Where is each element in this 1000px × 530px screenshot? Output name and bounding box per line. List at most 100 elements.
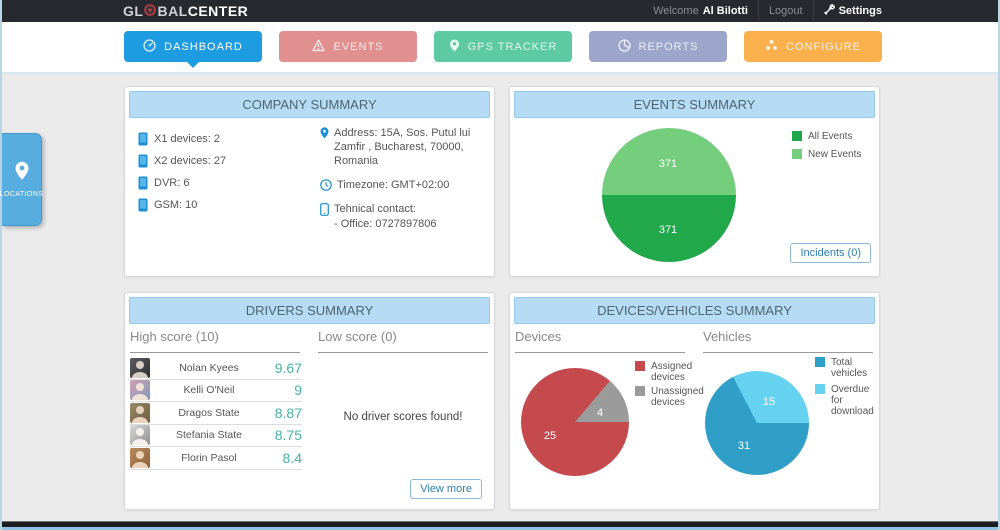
devices-vehicles-summary-panel: DEVICES/VEHICLES SUMMARY Devices Vehicle… — [509, 292, 880, 510]
driver-score: 9.67 — [274, 359, 302, 376]
pie-slice-value: 25 — [543, 430, 557, 442]
legend-label: Total vehicles — [831, 357, 868, 379]
nav-tabs: DASHBOARD EVENTS GPS TRACKER REPORTS — [124, 31, 882, 68]
company-address: Address: 15A, Sos. Putul lui Zamfir , Bu… — [320, 126, 494, 168]
logout-link[interactable]: Logout — [768, 5, 803, 17]
devices-vehicles-title: DEVICES/VEHICLES SUMMARY — [514, 297, 875, 324]
cluster-icon — [765, 39, 778, 54]
devices-heading: Devices — [515, 329, 685, 353]
incidents-button[interactable]: Incidents (0) — [790, 243, 871, 263]
company-contact-block: Address: 15A, Sos. Putul lui Zamfir , Bu… — [320, 126, 494, 230]
driver-row[interactable]: Florin Pasol 8.4 — [130, 447, 302, 470]
topbar-user-area: Welcome Al Bilotti Logout Settings — [653, 0, 882, 22]
driver-avatar — [130, 447, 150, 468]
legend-label: Assigned devices — [651, 361, 693, 383]
driver-score: 8.4 — [282, 449, 302, 466]
pie-slice-value: 4 — [596, 407, 604, 419]
driver-name: Kelli O'Neil — [183, 384, 235, 397]
vehicles-heading: Vehicles — [703, 329, 873, 353]
map-pin-icon — [449, 39, 460, 55]
drivers-summary-title: DRIVERS SUMMARY — [129, 297, 490, 324]
high-score-heading: High score (10) — [130, 329, 300, 353]
company-timezone: Timezone: GMT+02:00 — [320, 178, 494, 192]
driver-score: 9 — [294, 382, 302, 399]
company-device-count: X1 devices: 2 — [138, 132, 220, 146]
pie-slice-value: 371 — [658, 158, 678, 170]
tab-gps-tracker[interactable]: GPS TRACKER — [434, 31, 572, 62]
phone-icon — [138, 176, 148, 190]
legend-swatch — [792, 149, 802, 159]
company-device-count: GSM: 10 — [138, 198, 197, 212]
driver-row[interactable]: Nolan Kyees 9.67 — [130, 357, 302, 380]
locations-side-tab[interactable]: LOCATIONS — [0, 133, 43, 226]
devices-pie-chart — [521, 368, 629, 476]
tab-configure[interactable]: CONFIGURE — [744, 31, 882, 62]
pie-slice-value: 371 — [658, 224, 678, 236]
tab-label: GPS TRACKER — [467, 40, 558, 53]
legend-label: New Events — [808, 149, 862, 160]
company-summary-title: COMPANY SUMMARY — [129, 91, 490, 118]
gauge-icon — [143, 38, 156, 55]
driver-name: Florin Pasol — [181, 451, 237, 464]
top-bar: GL BAL CENTER Welcome Al Bilotti Logout … — [2, 0, 998, 22]
phone-icon — [138, 198, 148, 212]
tab-reports[interactable]: REPORTS — [589, 31, 727, 62]
phone-icon — [138, 154, 148, 168]
legend-swatch — [815, 357, 825, 367]
events-pie-chart — [602, 128, 736, 262]
map-pin-icon — [320, 127, 329, 139]
warning-triangle-icon — [312, 39, 326, 55]
driver-row[interactable]: Stefania State 8.75 — [130, 425, 302, 447]
legend-item-all-events[interactable]: All Events — [792, 131, 852, 142]
legend-item-overdue-download[interactable]: Overdue for download — [815, 384, 874, 417]
tab-dashboard[interactable]: DASHBOARD — [124, 31, 262, 68]
tab-label: REPORTS — [638, 40, 699, 53]
driver-avatar — [130, 402, 150, 423]
tab-label: CONFIGURE — [786, 40, 861, 53]
driver-name: Nolan Kyees — [179, 361, 239, 374]
tab-label: DASHBOARD — [164, 40, 243, 53]
mobile-icon — [320, 203, 329, 216]
driver-score: 8.87 — [274, 404, 302, 421]
pie-slice-value: 31 — [737, 440, 751, 452]
view-more-button[interactable]: View more — [410, 479, 482, 499]
legend-swatch — [792, 131, 802, 141]
legend-swatch — [815, 384, 825, 394]
legend-label: Unassigned devices — [651, 386, 704, 408]
main-nav: DASHBOARD EVENTS GPS TRACKER REPORTS — [2, 22, 998, 74]
legend-item-assigned-devices[interactable]: Assigned devices — [635, 361, 697, 383]
user-name: Al Bilotti — [702, 5, 748, 17]
driver-row[interactable]: Kelli O'Neil 9 — [130, 380, 302, 402]
tab-label: EVENTS — [333, 40, 384, 53]
driver-avatar — [130, 357, 150, 378]
vehicles-pie-chart — [705, 371, 809, 475]
tab-events[interactable]: EVENTS — [279, 31, 417, 62]
logo-target-icon — [144, 3, 157, 19]
pie-slice-value: 15 — [762, 396, 776, 408]
pie-chart-icon — [617, 38, 631, 55]
driver-avatar — [130, 425, 150, 446]
wrench-icon — [823, 4, 835, 18]
settings-label: Settings — [838, 5, 882, 17]
legend-item-new-events[interactable]: New Events — [792, 149, 861, 160]
company-summary-panel: COMPANY SUMMARY X1 devices: 2 X2 devices… — [124, 86, 495, 277]
logo-text-bal: BAL — [157, 3, 188, 19]
logo-text-gl: GL — [123, 3, 144, 19]
high-score-list: Nolan Kyees 9.67 Kelli O'Neil 9 Dragos S… — [130, 357, 302, 470]
driver-row[interactable]: Dragos State 8.87 — [130, 402, 302, 425]
divider — [757, 0, 759, 22]
legend-item-total-vehicles[interactable]: Total vehicles — [815, 357, 873, 379]
legend-label: All Events — [808, 131, 853, 142]
logo-text-center: CENTER — [187, 3, 249, 19]
events-summary-panel: EVENTS SUMMARY 371 371 All Events New Ev… — [509, 86, 880, 277]
location-pin-icon — [14, 161, 30, 186]
window-bottom-edge — [2, 521, 998, 530]
phone-icon — [138, 132, 148, 146]
divider — [812, 0, 814, 22]
settings-link[interactable]: Settings — [823, 4, 882, 18]
events-summary-title: EVENTS SUMMARY — [514, 91, 875, 118]
company-device-count: DVR: 6 — [138, 176, 189, 190]
legend-item-unassigned-devices[interactable]: Unassigned devices — [635, 386, 704, 408]
clock-icon — [320, 179, 332, 191]
